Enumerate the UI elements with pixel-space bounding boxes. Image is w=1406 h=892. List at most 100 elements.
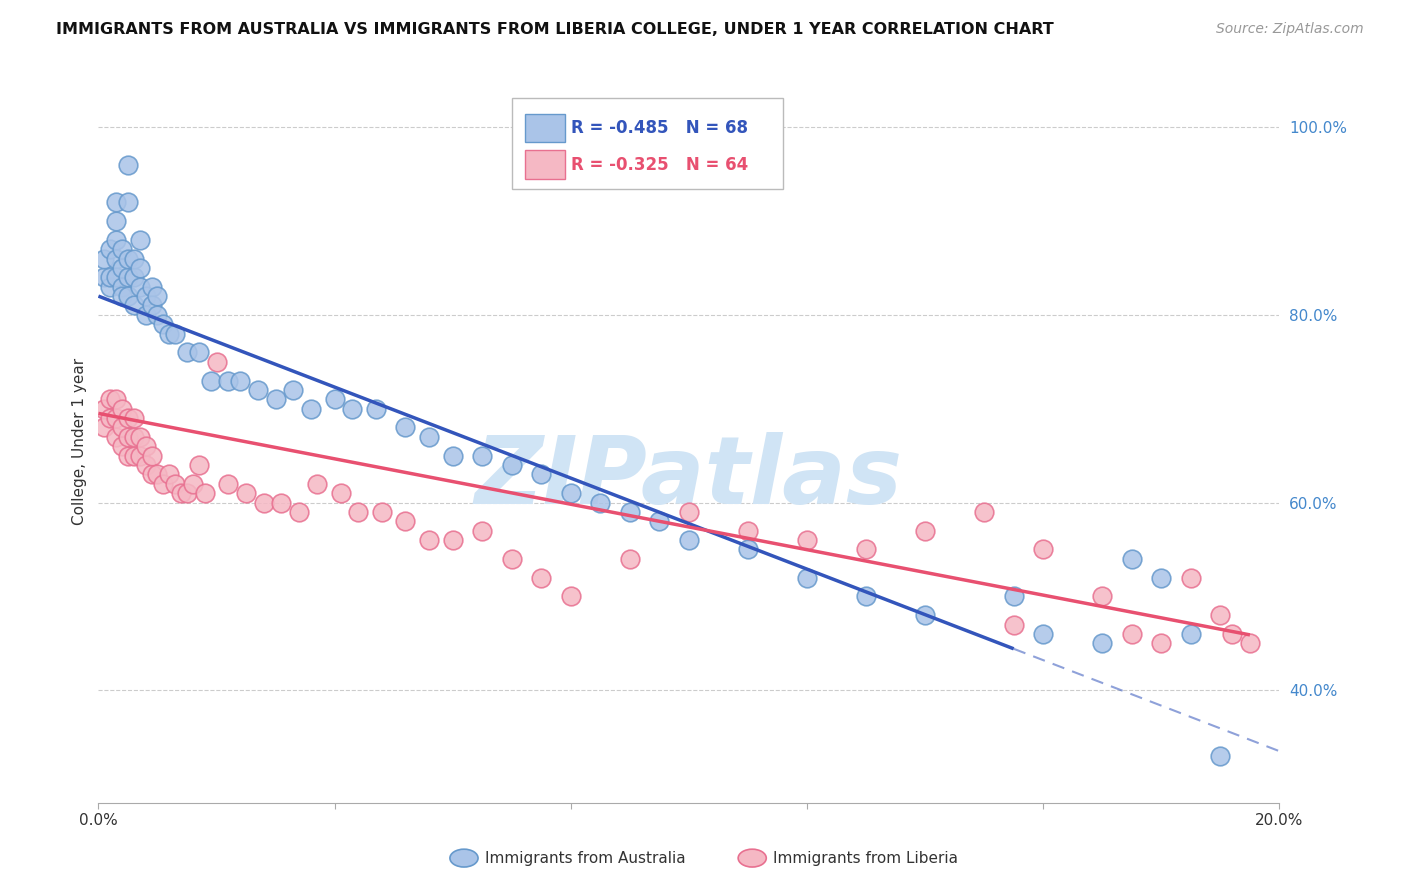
Point xyxy=(678,533,700,547)
FancyBboxPatch shape xyxy=(512,98,783,189)
Point xyxy=(530,467,553,482)
Point xyxy=(105,392,128,407)
Point xyxy=(146,289,169,303)
Point xyxy=(128,279,150,293)
Point xyxy=(914,608,936,623)
Point xyxy=(678,505,700,519)
Text: IMMIGRANTS FROM AUSTRALIA VS IMMIGRANTS FROM LIBERIA COLLEGE, UNDER 1 YEAR CORRE: IMMIGRANTS FROM AUSTRALIA VS IMMIGRANTS … xyxy=(56,22,1054,37)
Point xyxy=(117,158,139,172)
Point xyxy=(105,233,128,247)
Point xyxy=(796,533,818,547)
Point xyxy=(146,467,169,482)
Point xyxy=(205,355,228,369)
Point xyxy=(98,279,121,293)
Point xyxy=(170,486,193,500)
Point xyxy=(98,392,121,407)
Point xyxy=(122,252,145,266)
Point xyxy=(128,260,150,275)
Point xyxy=(305,476,328,491)
Point xyxy=(194,486,217,500)
Point xyxy=(111,401,134,416)
Point xyxy=(111,242,134,256)
Point xyxy=(264,392,287,407)
Point xyxy=(619,551,641,566)
Point xyxy=(105,430,128,444)
Point xyxy=(418,430,440,444)
Point xyxy=(93,420,115,434)
Point xyxy=(117,270,139,285)
Point xyxy=(157,467,180,482)
Point xyxy=(93,270,115,285)
Point xyxy=(1209,608,1232,623)
Point xyxy=(441,449,464,463)
Point xyxy=(93,401,115,416)
Point xyxy=(135,458,157,472)
Point xyxy=(122,430,145,444)
Point xyxy=(1220,627,1243,641)
Point xyxy=(1121,551,1143,566)
Point xyxy=(187,345,209,359)
Point xyxy=(253,495,276,509)
Point xyxy=(270,495,292,509)
Point xyxy=(128,430,150,444)
Point xyxy=(418,533,440,547)
Point xyxy=(122,270,145,285)
Point xyxy=(187,458,209,472)
Point xyxy=(1150,636,1173,650)
Point xyxy=(217,476,239,491)
FancyBboxPatch shape xyxy=(524,151,565,179)
Point xyxy=(117,430,139,444)
Point xyxy=(737,542,759,557)
Point xyxy=(283,383,305,397)
Y-axis label: College, Under 1 year: College, Under 1 year xyxy=(72,358,87,525)
Point xyxy=(1180,627,1202,641)
Point xyxy=(128,233,150,247)
Point xyxy=(471,449,494,463)
Point xyxy=(394,420,416,434)
Point xyxy=(1180,571,1202,585)
Point xyxy=(471,524,494,538)
FancyBboxPatch shape xyxy=(524,113,565,143)
Text: R = -0.325   N = 64: R = -0.325 N = 64 xyxy=(571,156,748,174)
Point xyxy=(200,374,222,388)
Point xyxy=(1091,590,1114,604)
Point xyxy=(914,524,936,538)
Point xyxy=(122,411,145,425)
Point xyxy=(122,298,145,312)
Point xyxy=(560,486,582,500)
Point xyxy=(98,411,121,425)
Point xyxy=(176,345,198,359)
Point xyxy=(165,476,187,491)
Point xyxy=(128,449,150,463)
Point xyxy=(176,486,198,500)
Point xyxy=(1002,590,1025,604)
Point xyxy=(135,308,157,322)
Point xyxy=(117,289,139,303)
Point xyxy=(501,458,523,472)
Point xyxy=(105,411,128,425)
Point xyxy=(111,279,134,293)
Point xyxy=(98,270,121,285)
Point xyxy=(501,551,523,566)
Point xyxy=(1091,636,1114,650)
Point xyxy=(973,505,995,519)
Point xyxy=(111,420,134,434)
Point xyxy=(323,392,346,407)
Point xyxy=(105,270,128,285)
Point xyxy=(342,401,364,416)
Point xyxy=(229,374,252,388)
Point xyxy=(589,495,612,509)
Point xyxy=(441,533,464,547)
Point xyxy=(619,505,641,519)
Point xyxy=(288,505,311,519)
Point xyxy=(93,252,115,266)
Point xyxy=(135,289,157,303)
Point xyxy=(141,449,163,463)
Point xyxy=(105,252,128,266)
Point xyxy=(157,326,180,341)
Point xyxy=(737,524,759,538)
Point xyxy=(152,476,174,491)
Point xyxy=(117,411,139,425)
Point xyxy=(105,214,128,228)
Point xyxy=(146,308,169,322)
